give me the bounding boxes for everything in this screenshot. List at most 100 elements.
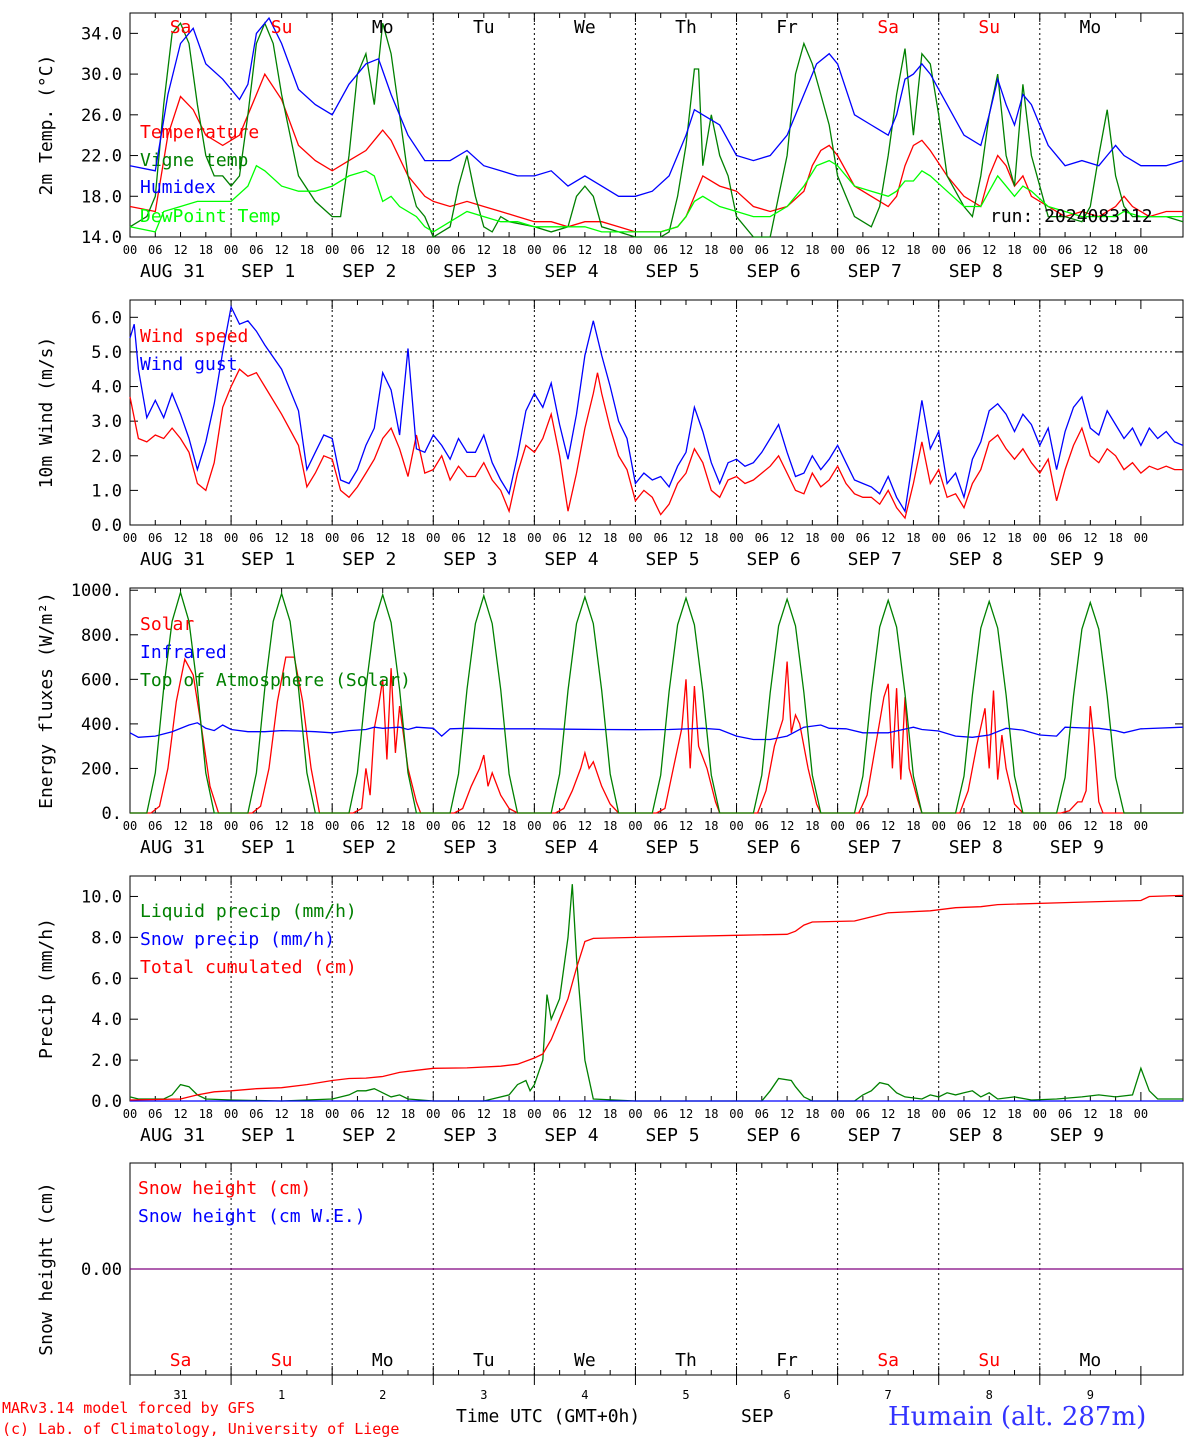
- temperature-y-tick-label: 34.0: [81, 24, 122, 44]
- energy-hour-label: 12: [173, 819, 187, 833]
- wind-hour-label: 06: [755, 531, 769, 545]
- temperature-hour-label: 18: [199, 243, 213, 257]
- precip-hour-label: 18: [401, 1107, 415, 1121]
- wind-hour-label: 06: [653, 531, 667, 545]
- wind-hour-label: 18: [502, 531, 516, 545]
- precip-legend-entry: Liquid precip (mm/h): [140, 901, 357, 922]
- weekday-label-bottom: Tu: [473, 1350, 495, 1371]
- weekday-label-bottom: Fr: [776, 1350, 798, 1371]
- precip-hour-label: 06: [856, 1107, 870, 1121]
- weekday-label-bottom: Mo: [1079, 1350, 1101, 1371]
- wind-hour-label: 00: [1134, 531, 1148, 545]
- precip-day-label: SEP 2: [342, 1125, 396, 1146]
- temperature-hour-label: 12: [780, 243, 794, 257]
- weekday-label-top: Mo: [372, 17, 394, 38]
- energy-hour-label: 06: [957, 819, 971, 833]
- temperature-hour-label: 00: [830, 243, 844, 257]
- wind-hour-label: 00: [729, 531, 743, 545]
- wind-hour-label: 12: [477, 531, 491, 545]
- temperature-day-label: SEP 1: [241, 261, 295, 282]
- month-label: SEP: [741, 1406, 774, 1427]
- wind-hour-label: 06: [249, 531, 263, 545]
- precip-hour-label: 12: [477, 1107, 491, 1121]
- bottom-day-number: 5: [682, 1388, 689, 1402]
- temperature-hour-label: 12: [679, 243, 693, 257]
- weekday-label-bottom: Th: [675, 1350, 697, 1371]
- temperature-hour-label: 06: [957, 243, 971, 257]
- wind-hour-label: 00: [123, 531, 137, 545]
- wind-hour-label: 18: [906, 531, 920, 545]
- temperature-legend-entry: Humidex: [140, 177, 216, 198]
- energy-series-line: [129, 722, 1184, 741]
- energy-hour-label: 00: [224, 819, 238, 833]
- precip-legend-entry: Total cumulated (cm): [140, 957, 357, 978]
- temperature-hour-label: 00: [628, 243, 642, 257]
- energy-day-label: SEP 8: [949, 837, 1003, 858]
- energy-y-tick-label: 200.: [81, 759, 122, 779]
- energy-hour-label: 06: [451, 819, 465, 833]
- energy-hour-label: 00: [1134, 819, 1148, 833]
- temperature-hour-label: 00: [426, 243, 440, 257]
- temperature-y-tick-label: 18.0: [81, 187, 122, 207]
- precip-hour-label: 06: [653, 1107, 667, 1121]
- temperature-hour-label: 12: [173, 243, 187, 257]
- energy-hour-label: 00: [123, 819, 137, 833]
- precip-day-label: SEP 9: [1050, 1125, 1104, 1146]
- snow-y-tick-label: 0.00: [81, 1260, 122, 1280]
- energy-y-axis-title: Energy fluxes (W/m²): [36, 592, 57, 809]
- temperature-hour-label: 18: [704, 243, 718, 257]
- precip-hour-label: 12: [780, 1107, 794, 1121]
- precip-hour-label: 18: [704, 1107, 718, 1121]
- temperature-hour-label: 06: [1058, 243, 1072, 257]
- wind-hour-label: 06: [552, 531, 566, 545]
- precip-hour-label: 00: [830, 1107, 844, 1121]
- precip-hour-label: 00: [325, 1107, 339, 1121]
- precip-hour-label: 12: [881, 1107, 895, 1121]
- wind-hour-label: 00: [830, 531, 844, 545]
- temperature-hour-label: 06: [350, 243, 364, 257]
- wind-hour-label: 18: [1108, 531, 1122, 545]
- temperature-series-line: [129, 16, 1184, 197]
- energy-hour-label: 12: [881, 819, 895, 833]
- energy-frame: [129, 587, 1184, 814]
- precip-hour-label: 00: [628, 1107, 642, 1121]
- temperature-y-tick-label: 22.0: [81, 147, 122, 167]
- precip-hour-label: 00: [729, 1107, 743, 1121]
- wind-hour-label: 18: [300, 531, 314, 545]
- temperature-legend-entry: DewPoint Temp: [140, 206, 281, 227]
- temperature-y-tick-label: 30.0: [81, 65, 122, 85]
- energy-legend-entry: Infrared: [140, 642, 227, 663]
- precip-day-label: SEP 6: [747, 1125, 801, 1146]
- temperature-hour-label: 18: [401, 243, 415, 257]
- weekday-label-bottom: We: [574, 1350, 596, 1371]
- wind-day-label: SEP 2: [342, 549, 396, 570]
- energy-day-label: SEP 3: [443, 837, 497, 858]
- bottom-day-number: 1: [278, 1388, 285, 1402]
- precip-day-label: SEP 5: [645, 1125, 699, 1146]
- temperature-day-label: SEP 6: [747, 261, 801, 282]
- wind-day-label: SEP 5: [645, 549, 699, 570]
- temperature-hour-label: 06: [148, 243, 162, 257]
- precip-hour-label: 00: [1033, 1107, 1047, 1121]
- temperature-hour-label: 00: [325, 243, 339, 257]
- energy-y-tick-label: 800.: [81, 626, 122, 646]
- precip-hour-label: 12: [375, 1107, 389, 1121]
- wind-y-tick-label: 6.0: [91, 308, 122, 328]
- energy-hour-label: 12: [375, 819, 389, 833]
- temperature-hour-label: 00: [1033, 243, 1047, 257]
- temperature-day-label: SEP 9: [1050, 261, 1104, 282]
- temperature-day-label: SEP 8: [949, 261, 1003, 282]
- energy-day-label: SEP 6: [747, 837, 801, 858]
- energy-y-tick-label: 400.: [81, 715, 122, 735]
- bottom-day-number: 6: [783, 1388, 790, 1402]
- wind-hour-label: 06: [957, 531, 971, 545]
- temperature-y-axis-title: 2m Temp. (°C): [36, 55, 57, 196]
- precip-hour-label: 00: [426, 1107, 440, 1121]
- energy-day-label: AUG 31: [140, 837, 205, 858]
- precip-hour-label: 06: [755, 1107, 769, 1121]
- model-credit: MARv3.14 model forced by GFS: [2, 1399, 255, 1417]
- energy-hour-label: 00: [426, 819, 440, 833]
- energy-hour-label: 00: [931, 819, 945, 833]
- temperature-hour-label: 00: [1134, 243, 1148, 257]
- weekday-label-bottom: Sa: [170, 1350, 192, 1371]
